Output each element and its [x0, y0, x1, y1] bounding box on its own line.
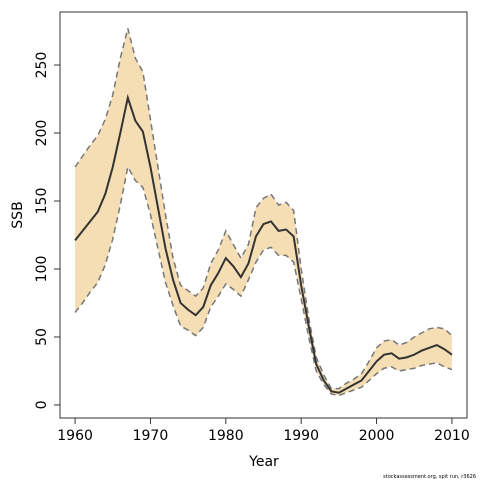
upper-bound	[74, 28, 453, 390]
y-tick-label: 200	[34, 120, 50, 147]
y-axis-label: SSB	[10, 201, 26, 228]
ssb-line	[74, 93, 453, 394]
y-tick-label: 100	[34, 256, 50, 283]
y-tick-label: 50	[34, 328, 50, 346]
x-tick-label: 1960	[57, 428, 93, 444]
x-tick-label: 1980	[208, 428, 244, 444]
y-tick-label: 0	[34, 400, 50, 409]
confidence-band	[75, 28, 452, 396]
y-tick-label: 250	[34, 52, 50, 79]
x-tick-label: 1990	[283, 428, 319, 444]
x-axis-label: Year	[248, 454, 279, 470]
x-tick-label: 1970	[133, 428, 169, 444]
x-tick-label: 2010	[434, 428, 470, 444]
x-tick-label: 2000	[359, 428, 395, 444]
plot-frame	[59, 11, 468, 419]
footnote: stockassessment.org, spit run, r3626	[383, 474, 476, 480]
y-tick-label: 150	[34, 188, 50, 215]
